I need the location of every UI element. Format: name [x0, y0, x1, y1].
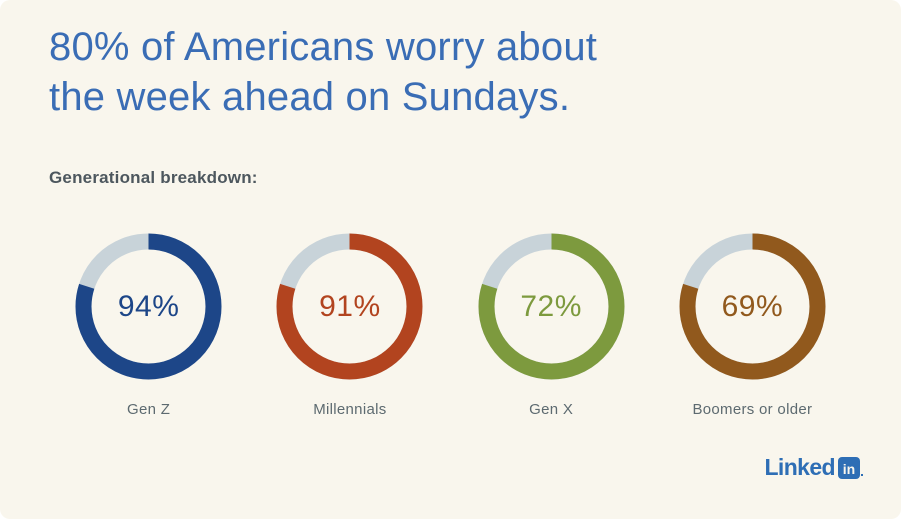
donut-ring-svg: [75, 233, 222, 380]
donut-value-label: 91%: [319, 289, 381, 323]
donut-ring: 94%: [75, 233, 222, 380]
donut-chart-gen-z: 94% Gen Z: [48, 233, 249, 418]
donut-value-label: 94%: [117, 289, 180, 323]
donut-value-label: 69%: [721, 289, 784, 323]
donut-value-label: 72%: [520, 289, 582, 323]
headline: 80% of Americans worry about the week ah…: [49, 22, 597, 122]
section-label: Generational breakdown:: [49, 168, 258, 187]
donut-category-label: Boomers or older: [692, 401, 813, 418]
donut-category-label: Gen X: [529, 401, 574, 418]
donut-ring-svg: [478, 233, 625, 380]
donut-ring: 69%: [679, 233, 826, 380]
trademark-dot: [861, 473, 863, 476]
donut-ring-svg: [679, 233, 826, 380]
donut-category-label: Millennials: [313, 401, 387, 418]
donut-chart-millennials: 91% Millennials: [249, 233, 450, 418]
donut-chart-row: 94% Gen Z 91% Millennials 72%: [48, 233, 853, 418]
headline-line-1: 80% of Americans worry about: [49, 25, 598, 69]
linkedin-logo: Linked in: [764, 454, 863, 481]
donut-ring: 91%: [276, 233, 423, 380]
donut-category-label: Gen Z: [127, 401, 171, 418]
donut-ring: 72%: [478, 233, 625, 380]
donut-ring-svg: [276, 233, 423, 380]
linkedin-wordmark: Linked: [764, 454, 835, 480]
headline-line-2: the week ahead on Sundays.: [49, 75, 571, 119]
linkedin-in-icon: in: [838, 456, 860, 479]
donut-chart-boomers: 69% Boomers or older: [652, 233, 853, 418]
donut-chart-gen-x: 72% Gen X: [451, 233, 652, 418]
